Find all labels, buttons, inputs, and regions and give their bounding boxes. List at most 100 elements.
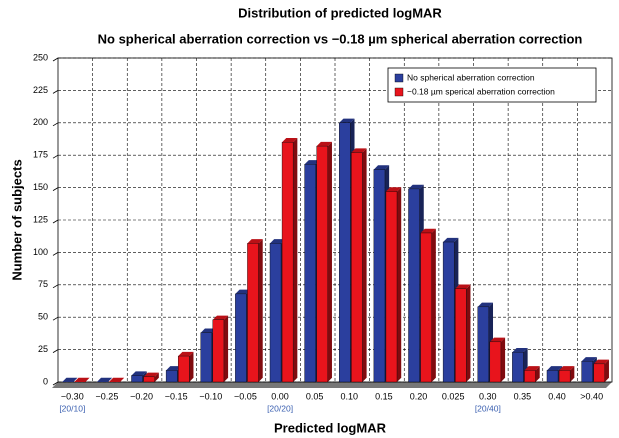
bar-top <box>235 289 251 294</box>
bar <box>489 341 502 383</box>
bar <box>408 188 420 383</box>
y-tick-label: 25 <box>38 344 48 354</box>
bar-top <box>74 377 90 382</box>
bar <box>581 361 593 383</box>
bar-top <box>212 315 229 320</box>
bar-side <box>362 148 367 382</box>
y-tick-label: 250 <box>33 52 48 62</box>
bar-top <box>339 118 355 123</box>
floor <box>52 382 612 388</box>
bar-top <box>316 141 332 147</box>
bar <box>281 142 294 383</box>
bar-side <box>397 187 402 382</box>
bar-top <box>200 328 217 333</box>
y-tick <box>52 154 59 159</box>
bar-top <box>385 187 402 192</box>
x-tick-label: −0.30 <box>61 391 84 401</box>
bar-top <box>269 239 286 244</box>
y-tick <box>52 381 59 386</box>
bar-side <box>327 141 332 382</box>
bar <box>420 232 432 383</box>
y-tick-label: 125 <box>33 214 48 224</box>
bar <box>593 363 605 383</box>
bar <box>454 288 467 383</box>
bar <box>351 152 363 383</box>
x-tick-label: −0.10 <box>199 391 222 401</box>
y-tick <box>52 316 59 321</box>
y-tick-label: 100 <box>33 247 48 257</box>
bar <box>477 306 490 383</box>
y-tick-label: 150 <box>33 182 48 192</box>
bar <box>177 355 190 383</box>
bar-top <box>408 184 424 189</box>
bar <box>200 332 213 383</box>
bar <box>558 370 571 383</box>
bar-top <box>477 302 494 307</box>
bar <box>304 164 316 383</box>
y-tick-label: 0 <box>43 376 48 386</box>
bar <box>373 169 386 383</box>
y-tick-label: 200 <box>33 117 48 127</box>
bar-side <box>223 315 229 382</box>
x-tick-label: −0.15 <box>165 391 188 401</box>
bar-top <box>247 239 263 244</box>
bar <box>235 293 247 383</box>
bar-top <box>489 337 506 342</box>
bar <box>131 375 143 383</box>
legend-box <box>387 67 597 103</box>
x-tick-label: 0.10 <box>341 391 359 401</box>
y-tick-label: 50 <box>38 312 48 322</box>
bar-side <box>535 366 540 382</box>
x-tick-label: 0.40 <box>548 391 566 401</box>
bar-top <box>559 366 575 371</box>
bar-top <box>512 347 528 353</box>
bar <box>212 319 225 383</box>
x-tick-label: 0.00 <box>271 391 289 401</box>
bar <box>442 241 455 383</box>
x-tick-label: 0.025 <box>442 391 465 401</box>
x-tick-label: 0.20 <box>410 391 428 401</box>
y-tick <box>52 57 59 62</box>
x-tick-label: 0.30 <box>479 391 497 401</box>
y-tick <box>52 284 59 289</box>
x-tick-label: −0.05 <box>234 391 257 401</box>
bar-side <box>500 337 506 382</box>
x-axis-title: Predicted logMAR <box>274 420 387 435</box>
x-tick-label: 0.05 <box>306 391 324 401</box>
chart-title: Distribution of predicted logMAR <box>238 5 442 20</box>
bar-side <box>154 372 159 382</box>
y-tick-label: 75 <box>38 279 48 289</box>
x-tick-label: 0.35 <box>514 391 532 401</box>
bar-side <box>604 359 609 382</box>
y-tick <box>52 349 59 353</box>
y-tick <box>52 90 59 94</box>
bar <box>524 370 536 383</box>
bar-top <box>593 359 609 364</box>
bar-top <box>455 284 471 289</box>
x-tick-sublabel: [20/40] <box>475 403 501 413</box>
bar <box>247 243 259 383</box>
x-tick-label: −0.25 <box>96 391 119 401</box>
bar-top <box>373 165 390 170</box>
bar-top <box>143 372 159 377</box>
y-tick <box>52 252 59 256</box>
bar-top <box>166 366 182 371</box>
bar-top <box>420 228 436 233</box>
bar-top <box>131 371 147 376</box>
bar <box>143 376 155 383</box>
bar <box>316 145 328 383</box>
bar <box>512 351 524 383</box>
legend-swatch <box>394 87 404 97</box>
bar <box>385 191 398 383</box>
legend-label: No spherical aberration correction <box>407 72 535 82</box>
bar-side <box>431 228 436 382</box>
legend-swatch <box>394 73 404 83</box>
bar-top <box>108 377 125 382</box>
bar <box>165 370 178 383</box>
bar <box>339 122 351 383</box>
legend-label: −0.18 µm sperical aberration correction <box>407 86 555 96</box>
y-tick-label: 225 <box>33 85 48 95</box>
bar-top <box>62 377 78 382</box>
